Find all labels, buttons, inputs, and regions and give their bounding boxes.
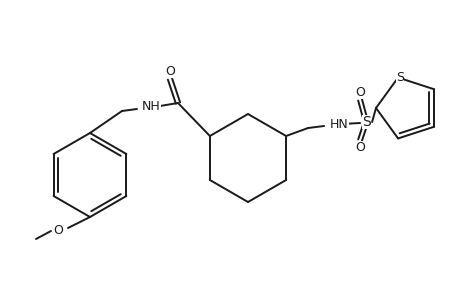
Text: S: S: [361, 115, 369, 129]
Text: O: O: [165, 64, 174, 77]
Text: HN: HN: [330, 118, 348, 130]
Text: O: O: [354, 85, 364, 98]
Text: S: S: [395, 71, 403, 84]
Text: NH: NH: [142, 100, 160, 113]
Text: O: O: [354, 142, 364, 154]
Text: O: O: [53, 224, 63, 238]
